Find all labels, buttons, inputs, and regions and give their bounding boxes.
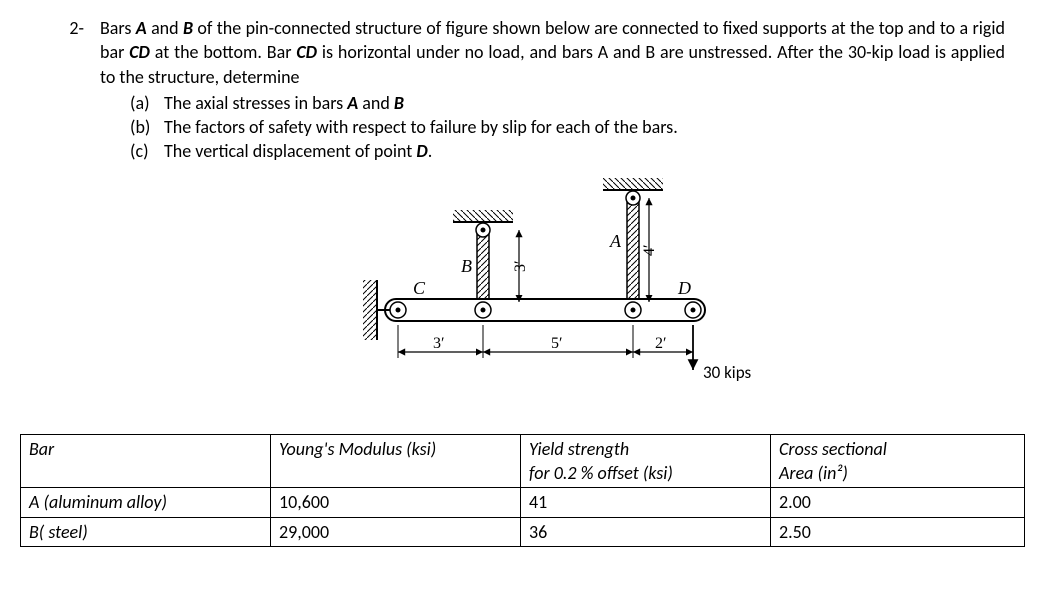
problem-number: 2-	[20, 16, 100, 40]
cell-e: 10,600	[271, 488, 521, 517]
sub-questions: (a) The axial stresses in bars A and B (…	[130, 91, 1025, 164]
bar-a-ref: A	[136, 17, 147, 39]
figure-container: C B A D 3′ 4′	[100, 170, 1025, 410]
part-label: (a)	[130, 91, 164, 115]
label-d: D	[677, 278, 691, 298]
cell-bar: B( steel)	[21, 517, 271, 546]
text: The axial stresses in bars	[164, 92, 347, 114]
structure-diagram: C B A D 3′ 4′	[343, 170, 783, 410]
part-text: The axial stresses in bars A and B	[164, 91, 404, 115]
part-a: (a) The axial stresses in bars A and B	[130, 91, 1025, 115]
text: for 0.2 % offset (ksi)	[529, 462, 673, 484]
header-youngs-modulus: Young's Modulus (ksi)	[271, 434, 521, 488]
header-area: Cross sectional Area (in²)	[771, 434, 1025, 488]
header-yield-strength: Yield strength for 0.2 % offset (ksi)	[521, 434, 771, 488]
part-text: The factors of safety with respect to fa…	[164, 115, 678, 139]
dim-len-a-text: 4′	[641, 244, 658, 256]
table-header-row: Bar Young's Modulus (ksi) Yield strength…	[21, 434, 1025, 488]
stem-text: Bars	[100, 17, 136, 39]
table-row: A (aluminum alloy) 10,600 41 2.00	[21, 488, 1025, 517]
text: Cross sectional	[779, 438, 887, 460]
part-c: (c) The vertical displacement of point D…	[130, 139, 1025, 163]
problem-block: 2- Bars A and B of the pin-connected str…	[20, 16, 1025, 434]
text: and	[358, 92, 394, 114]
bar-b-ref: B	[394, 92, 404, 114]
load-label: 30 kips	[703, 362, 752, 383]
cell-area: 2.50	[771, 517, 1025, 546]
text: The vertical displacement of point	[164, 140, 416, 162]
problem-body: Bars A and B of the pin-connected struct…	[100, 16, 1025, 434]
horizontal-dims: 3′ 5′ 2′	[398, 325, 693, 358]
dim-len-b-text: 3′	[512, 260, 529, 272]
dim-ba: 5′	[551, 335, 563, 352]
text: .	[428, 140, 433, 162]
problem-stem: Bars A and B of the pin-connected struct…	[100, 16, 1025, 89]
bar-a-ref: A	[347, 92, 358, 114]
left-support-hatch	[363, 280, 377, 340]
dim-ad: 2′	[655, 335, 667, 352]
part-label: (b)	[130, 115, 164, 139]
dim-cb: 3′	[433, 335, 445, 352]
cell-yield: 36	[521, 517, 771, 546]
label-b: B	[461, 256, 472, 276]
label-c: C	[413, 278, 426, 298]
rigid-bar-cd	[385, 299, 705, 321]
part-text: The vertical displacement of point D.	[164, 139, 432, 163]
label-a: A	[609, 231, 622, 251]
header-bar: Bar	[21, 434, 271, 488]
support-b-hatch	[453, 210, 513, 222]
bar-b-ref: B	[183, 17, 193, 39]
properties-table: Bar Young's Modulus (ksi) Yield strength…	[20, 434, 1025, 547]
stem-text: and	[147, 17, 183, 39]
part-b: (b) The factors of safety with respect t…	[130, 115, 1025, 139]
cell-area: 2.00	[771, 488, 1025, 517]
support-a-hatch	[603, 178, 663, 190]
part-label: (c)	[130, 139, 164, 163]
cell-bar: A (aluminum alloy)	[21, 488, 271, 517]
cell-e: 29,000	[271, 517, 521, 546]
cell-yield: 41	[521, 488, 771, 517]
bar-cd-ref: CD	[129, 41, 150, 63]
text: Yield strength	[529, 438, 629, 460]
point-d-ref: D	[416, 140, 427, 162]
table-row: B( steel) 29,000 36 2.50	[21, 517, 1025, 546]
stem-text: at the bottom. Bar	[150, 41, 296, 63]
text: Area (in²)	[779, 462, 848, 484]
bar-cd-ref: CD	[296, 41, 317, 63]
